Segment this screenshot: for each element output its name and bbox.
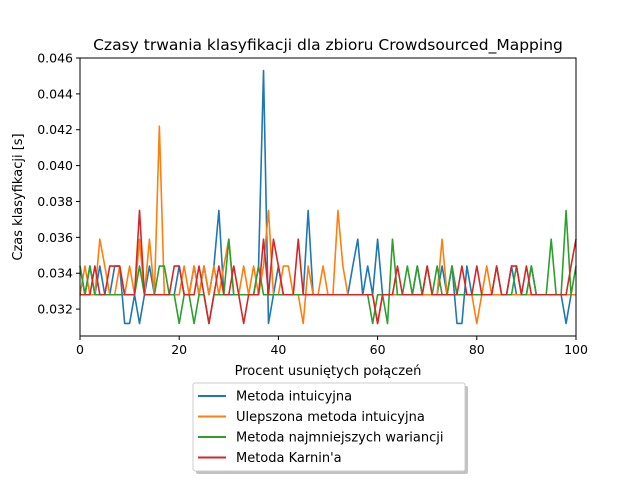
x-tick-label: 0 xyxy=(76,342,84,357)
y-tick-label: 0.032 xyxy=(37,302,73,317)
legend-label-3: Metoda najmniejszych wariancji xyxy=(236,431,444,446)
series-layer xyxy=(79,69,577,325)
legend-label-4: Metoda Karnin'a xyxy=(236,451,342,466)
x-tick-label: 20 xyxy=(171,342,187,357)
y-tick-label: 0.044 xyxy=(37,86,73,101)
y-tick-label: 0.036 xyxy=(37,230,73,245)
y-tick-label: 0.042 xyxy=(37,122,73,137)
x-axis: 0 20 40 60 80 100 xyxy=(76,336,588,357)
legend-box xyxy=(192,382,466,472)
y-tick-label: 0.034 xyxy=(37,266,73,281)
y-axis: 0.032 0.034 0.036 0.038 0.040 0.042 0.044 0.046 xyxy=(37,51,80,317)
legend-label-2: Ulepszona metoda intuicyjna xyxy=(236,410,425,425)
chart-title: Czasy trwania klasyfikacji dla zbioru Cr… xyxy=(93,36,563,55)
y-tick-label: 0.040 xyxy=(37,158,73,173)
x-tick-label: 40 xyxy=(270,342,286,357)
x-tick-label: 100 xyxy=(564,342,588,357)
x-tick-label: 60 xyxy=(370,342,386,357)
x-axis-label: Procent usuniętych połączeń xyxy=(235,364,422,379)
series-line-4 xyxy=(80,209,577,325)
legend-label-1: Metoda intuicyjna xyxy=(236,390,352,405)
x-tick-label: 80 xyxy=(469,342,485,357)
y-tick-label: 0.038 xyxy=(37,194,73,209)
plot-frame xyxy=(79,57,577,337)
y-axis-label: Czas klasyfikacji [s] xyxy=(11,133,26,260)
legend: Metoda intuicyjna Ulepszona metoda intuic… xyxy=(192,382,468,474)
y-tick-label: 0.046 xyxy=(37,51,73,66)
